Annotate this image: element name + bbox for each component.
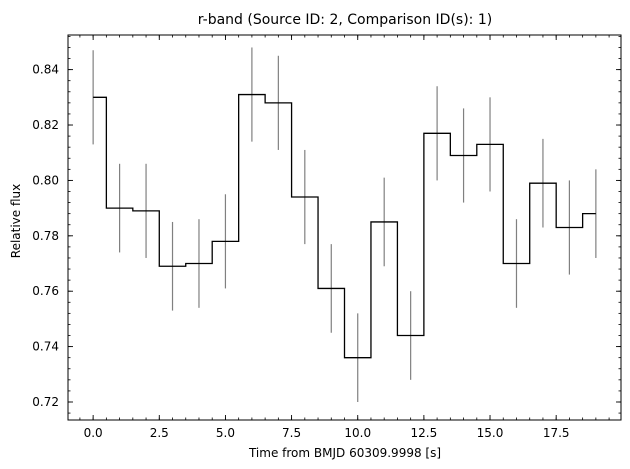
y-tick-label: 0.80 [32,173,59,187]
y-axis-label: Relative flux [9,184,23,258]
flux-step-line [93,93,596,359]
x-tick-label: 10.0 [344,426,371,440]
x-tick-label: 5.0 [216,426,235,440]
y-tick-label: 0.78 [32,229,59,243]
x-tick-label: 17.5 [543,426,570,440]
y-tick-label: 0.82 [32,118,59,132]
x-axis-label: Time from BMJD 60309.9998 [s] [248,446,441,460]
y-tick-label: 0.74 [32,340,59,354]
plot-frame [67,34,622,421]
x-tick-label: 7.5 [282,426,301,440]
y-tick-label: 0.84 [32,63,59,77]
x-tick-label: 2.5 [150,426,169,440]
chart-title: r-band (Source ID: 2, Comparison ID(s): … [198,12,492,28]
x-tick-label: 0.0 [84,426,103,440]
x-tick-label: 15.0 [477,426,504,440]
y-tick-label: 0.72 [32,395,59,409]
plot-area: 0.0 2.5 5.0 7.5 10.0 12.5 15.0 17.5 0.72 0.74 0.76… [32,34,622,440]
y-tick-label: 0.76 [32,284,59,298]
x-tick-label: 12.5 [411,426,438,440]
